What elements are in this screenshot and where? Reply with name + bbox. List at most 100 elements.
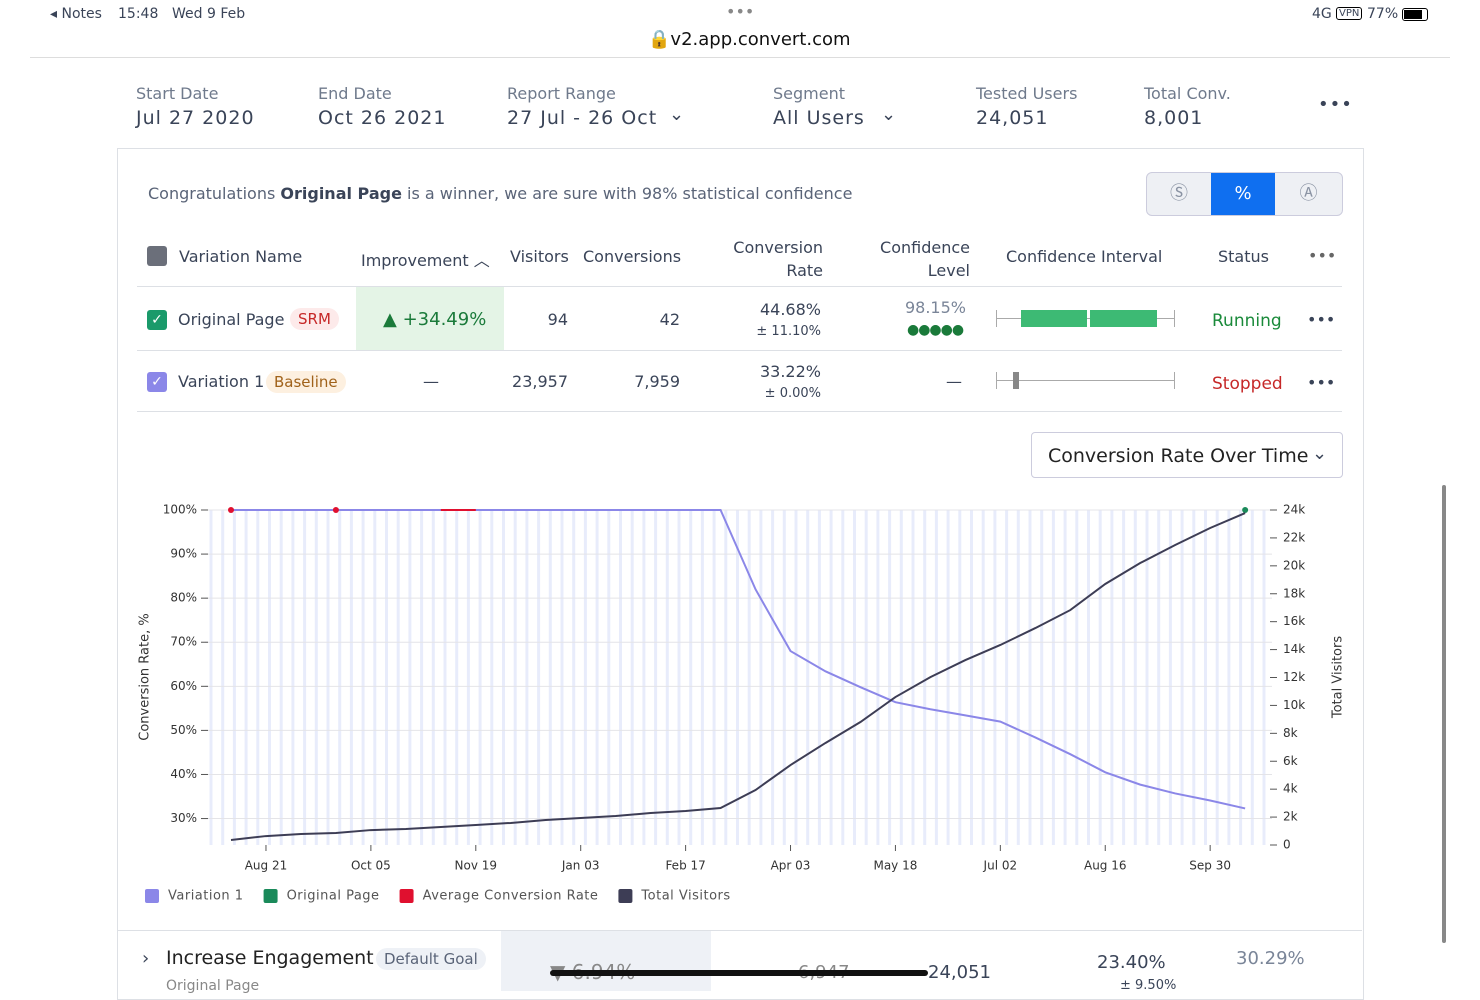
y-tick-label: 40% [170,767,197,781]
point [1242,507,1249,513]
y2-tick-label: 0 [1283,838,1291,852]
y2-tick-label: 18k [1283,586,1305,600]
y-tick-label: 80% [170,591,197,605]
y2-tick-label: 16k [1283,614,1305,628]
y-tick-label: 50% [170,723,197,737]
visitors: 24,051 [928,962,991,983]
date: Wed 9 Feb [172,6,246,22]
expand[interactable]: › [142,948,150,969]
legend-label: Average Conversion Rate [423,889,599,904]
x-tick-label: Jul 02 [983,859,1018,873]
x-tick-label: Sep 30 [1189,859,1231,873]
more-button[interactable]: ••• [1308,246,1337,265]
header: Confidence Interval [1006,247,1163,266]
ci-bar [1013,372,1019,389]
confidence: 98.15% [904,298,966,317]
y2-tick-label: 6k [1283,754,1298,768]
y2-tick-label: 4k [1283,782,1298,796]
improvement: ▲ +34.49% [383,309,487,330]
row-checkbox[interactable]: ✓ [147,310,167,330]
status: Running [1212,311,1282,331]
y2-tick-label: 22k [1283,530,1305,544]
scrollbar [1442,485,1446,943]
goal-sub: Original Page [166,978,260,994]
tag: Default Goal [376,948,486,970]
visitors: 23,957 [512,372,568,391]
chevron: ⌄ [881,104,897,125]
header: Status [1218,247,1269,266]
ci-bar [1090,310,1157,327]
home-indicator [550,970,928,976]
variation-name: Variation 1 [178,372,265,391]
rate: 23.40% [1097,952,1166,973]
y2-tick-label: 8k [1283,726,1298,740]
dots: ••• [726,2,755,21]
improvement: — [423,372,439,391]
time: 15:48 [118,6,159,22]
ci-bar [1021,310,1087,327]
summary-value[interactable]: All Users [773,107,865,129]
improvement-cell [501,931,711,991]
chevron: ⌄ [1312,443,1328,464]
ci-end [1174,372,1175,389]
back[interactable]: ◂ Notes [50,6,102,22]
legend-swatch [145,889,159,903]
y2-axis-title: Total Visitors [1331,636,1346,719]
more-button[interactable]: ••• [1307,373,1336,392]
confidence: — [946,372,962,391]
summary-label: Tested Users [976,84,1078,103]
summary-value: Jul 27 2020 [136,107,255,129]
goal-name: Increase Engagement [166,947,374,969]
header: Confidence Level [880,238,970,280]
header: Variation Name [179,247,303,266]
y-tick-label: 100% [163,503,197,517]
summary-value[interactable]: 27 Jul - 26 Oct [507,107,658,129]
visitors: 94 [547,310,568,329]
msg-suffix: is a winner, we are sure with 98% statis… [407,184,853,203]
series-line [231,509,1246,810]
header: Visitors [510,247,569,266]
divider [137,350,1342,351]
more-button[interactable]: ••• [1307,310,1336,329]
x-tick-label: Jan 03 [561,859,600,873]
rate-error: ± 0.00% [764,386,821,401]
vpn: VPN [1336,7,1363,20]
divider [137,286,1342,287]
y2-tick-label: 20k [1283,558,1305,572]
percent-view[interactable]: % [1211,173,1275,215]
rate: 44.68% [759,300,821,319]
divider [30,57,1450,58]
y2-tick-label: 2k [1283,810,1298,824]
msg-prefix: Congratulations [148,184,276,203]
battery: 77% [1367,6,1399,22]
y-tick-label: 90% [170,547,197,561]
ci-end [1174,310,1175,327]
rate-error: ± 9.50% [1120,978,1177,993]
y-tick-label: 70% [170,635,197,649]
y-tick-label: 30% [170,811,197,825]
ci-axis [996,380,1174,381]
select-all[interactable] [147,246,167,266]
legend-swatch [618,889,633,903]
url-bar[interactable]: 🔒v2.app.convert.com [648,29,851,50]
tag: SRM [290,308,339,330]
header-sort[interactable]: Improvement ︿ [361,251,490,270]
tag: Baseline [266,371,346,393]
chart-selector[interactable]: Conversion Rate Over Time ⌄ [1031,432,1343,478]
summary-value: 8,001 [1144,107,1204,129]
other-view[interactable]: Ⓐ [1299,183,1318,204]
x-tick-label: Nov 19 [455,859,498,873]
confidence: 30.29% [1236,948,1305,969]
row-checkbox[interactable]: ✓ [147,372,167,392]
ci-end [996,310,997,327]
msg-strong: Original Page [280,184,402,203]
variation-name: Original Page [178,310,285,329]
x-tick-label: Apr 03 [771,859,811,873]
revenue-view[interactable]: Ⓢ [1170,183,1188,204]
x-tick-label: Feb 17 [665,859,705,873]
chevron: ⌄ [669,104,685,125]
message: Congratulations Original Page is a winne… [148,184,852,203]
x-tick-label: May 18 [873,859,917,873]
more-button[interactable]: ••• [1318,94,1353,115]
